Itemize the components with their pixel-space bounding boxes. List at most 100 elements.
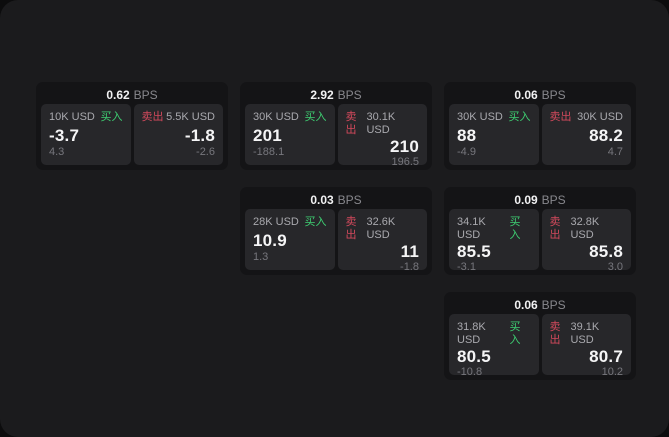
bps-unit-label: BPS xyxy=(133,88,158,102)
sell-delta-value: 196.5 xyxy=(391,156,419,168)
card-body: 30K USD 买入 201 -188.1 卖出 30.1K USD 210 1… xyxy=(245,104,427,168)
sell-price-value: 88.2 xyxy=(589,125,623,145)
sell-size-label: 32.6K USD xyxy=(366,216,396,241)
sell-size-label: 39.1K USD xyxy=(570,321,600,346)
buy-delta-value: 1.3 xyxy=(253,251,269,263)
sell-side-label: 卖出 xyxy=(549,216,561,241)
sell-panel[interactable]: 卖出 32.6K USD 11 -1.8 xyxy=(337,209,427,273)
card-header: 0.06 BPS xyxy=(449,296,631,314)
sell-panel[interactable]: 卖出 5.5K USD -1.8 -2.6 xyxy=(133,104,223,165)
buy-size-label: 34.1K USD xyxy=(457,216,486,241)
buy-size-label: 30K USD xyxy=(253,111,299,123)
bps-unit-label: BPS xyxy=(541,193,566,207)
sell-panel-top: 卖出 30.1K USD xyxy=(346,111,420,137)
buy-panel-top: 31.8K USD 买入 xyxy=(457,321,531,347)
sell-side-label: 卖出 xyxy=(345,216,357,241)
buy-delta-value: 4.3 xyxy=(49,146,65,158)
sell-price-value: 210 xyxy=(390,137,419,156)
buy-panel-top: 30K USD 买入 xyxy=(253,111,327,124)
buy-size-label: 28K USD xyxy=(253,216,299,228)
card-header: 0.03 BPS xyxy=(245,191,427,209)
buy-price-value: 201 xyxy=(253,125,282,145)
sell-price-value: 11 xyxy=(400,242,419,261)
sell-price-value: 80.7 xyxy=(589,347,623,366)
sell-delta-value: 10.2 xyxy=(601,366,623,378)
card-header: 0.06 BPS xyxy=(449,86,631,104)
buy-delta-value: -188.1 xyxy=(253,146,285,158)
bps-unit-label: BPS xyxy=(337,193,362,207)
card-header: 2.92 BPS xyxy=(245,86,427,104)
quote-card[interactable]: 0.62 BPS 10K USD 买入 -3.7 4.3 卖出 5.5K USD… xyxy=(36,82,228,170)
quote-card[interactable]: 0.06 BPS 31.8K USD 买入 80.5 -10.8 卖出 39.1… xyxy=(444,292,636,380)
buy-panel[interactable]: 30K USD 买入 201 -188.1 xyxy=(245,104,335,165)
bps-unit-label: BPS xyxy=(541,298,566,312)
card-header: 0.09 BPS xyxy=(449,191,631,209)
sell-panel-top: 卖出 32.6K USD xyxy=(346,216,420,242)
sell-panel-top: 卖出 5.5K USD xyxy=(142,111,216,124)
buy-side-label: 买入 xyxy=(509,216,521,241)
card-body: 34.1K USD 买入 85.5 -3.1 卖出 32.8K USD 85.8… xyxy=(449,209,631,273)
quote-card[interactable]: 0.06 BPS 30K USD 买入 88 -4.9 卖出 30K USD 8… xyxy=(444,82,636,170)
sell-delta-value: 4.7 xyxy=(607,146,623,158)
bps-value: 0.06 xyxy=(514,88,538,102)
bps-value: 2.92 xyxy=(310,88,334,102)
buy-delta-value: -4.9 xyxy=(457,146,476,158)
card-body: 10K USD 买入 -3.7 4.3 卖出 5.5K USD -1.8 -2.… xyxy=(41,104,223,165)
sell-delta-value: -2.6 xyxy=(196,146,215,158)
bps-unit-label: BPS xyxy=(541,88,566,102)
buy-panel-top: 10K USD 买入 xyxy=(49,111,123,124)
buy-size-label: 10K USD xyxy=(49,111,95,123)
buy-price-value: 10.9 xyxy=(253,230,287,250)
buy-size-label: 30K USD xyxy=(457,111,503,123)
sell-size-label: 32.8K USD xyxy=(570,216,600,241)
bps-value: 0.62 xyxy=(106,88,130,102)
card-body: 31.8K USD 买入 80.5 -10.8 卖出 39.1K USD 80.… xyxy=(449,314,631,378)
card-body: 30K USD 买入 88 -4.9 卖出 30K USD 88.2 4.7 xyxy=(449,104,631,165)
buy-side-label: 买入 xyxy=(304,216,327,228)
buy-side-label: 买入 xyxy=(508,111,531,123)
buy-panel[interactable]: 34.1K USD 买入 85.5 -3.1 xyxy=(449,209,539,273)
buy-price-value: 80.5 xyxy=(457,347,491,366)
buy-delta-value: -3.1 xyxy=(457,261,476,273)
sell-panel[interactable]: 卖出 39.1K USD 80.7 10.2 xyxy=(541,314,631,378)
sell-panel-top: 卖出 32.8K USD xyxy=(550,216,624,242)
quote-card[interactable]: 0.03 BPS 28K USD 买入 10.9 1.3 卖出 32.6K US… xyxy=(240,187,432,275)
sell-side-label: 卖出 xyxy=(141,111,164,123)
sell-panel-top: 卖出 39.1K USD xyxy=(550,321,624,347)
cards-grid: 0.62 BPS 10K USD 买入 -3.7 4.3 卖出 5.5K USD… xyxy=(36,82,636,380)
sell-panel[interactable]: 卖出 30K USD 88.2 4.7 xyxy=(541,104,631,165)
sell-size-label: 30K USD xyxy=(577,111,623,123)
buy-panel[interactable]: 30K USD 买入 88 -4.9 xyxy=(449,104,539,165)
buy-side-label: 买入 xyxy=(100,111,123,123)
buy-side-label: 买入 xyxy=(304,111,327,123)
card-body: 28K USD 买入 10.9 1.3 卖出 32.6K USD 11 -1.8 xyxy=(245,209,427,273)
sell-delta-value: 3.0 xyxy=(607,261,623,273)
buy-panel-top: 28K USD 买入 xyxy=(253,216,327,229)
quote-card[interactable]: 0.09 BPS 34.1K USD 买入 85.5 -3.1 卖出 32.8K… xyxy=(444,187,636,275)
sell-delta-value: -1.8 xyxy=(400,261,419,273)
buy-size-label: 31.8K USD xyxy=(457,321,486,346)
buy-panel[interactable]: 28K USD 买入 10.9 1.3 xyxy=(245,209,335,270)
sell-size-label: 30.1K USD xyxy=(366,111,396,136)
sell-panel[interactable]: 卖出 32.8K USD 85.8 3.0 xyxy=(541,209,631,273)
buy-panel-top: 34.1K USD 买入 xyxy=(457,216,531,242)
sell-price-value: -1.8 xyxy=(184,125,215,145)
sell-side-label: 卖出 xyxy=(345,111,357,136)
sell-size-label: 5.5K USD xyxy=(166,111,215,123)
buy-price-value: 88 xyxy=(457,125,477,145)
bps-value: 0.03 xyxy=(310,193,334,207)
buy-side-label: 买入 xyxy=(509,321,521,346)
buy-panel[interactable]: 10K USD 买入 -3.7 4.3 xyxy=(41,104,131,165)
buy-panel-top: 30K USD 买入 xyxy=(457,111,531,124)
sell-side-label: 卖出 xyxy=(549,111,572,123)
sell-panel[interactable]: 卖出 30.1K USD 210 196.5 xyxy=(337,104,427,168)
buy-price-value: 85.5 xyxy=(457,242,491,261)
bps-unit-label: BPS xyxy=(337,88,362,102)
buy-panel[interactable]: 31.8K USD 买入 80.5 -10.8 xyxy=(449,314,539,378)
sell-side-label: 卖出 xyxy=(549,321,561,346)
buy-price-value: -3.7 xyxy=(49,125,80,145)
bps-value: 0.09 xyxy=(514,193,538,207)
quote-card[interactable]: 2.92 BPS 30K USD 买入 201 -188.1 卖出 30.1K … xyxy=(240,82,432,170)
buy-delta-value: -10.8 xyxy=(457,366,483,378)
